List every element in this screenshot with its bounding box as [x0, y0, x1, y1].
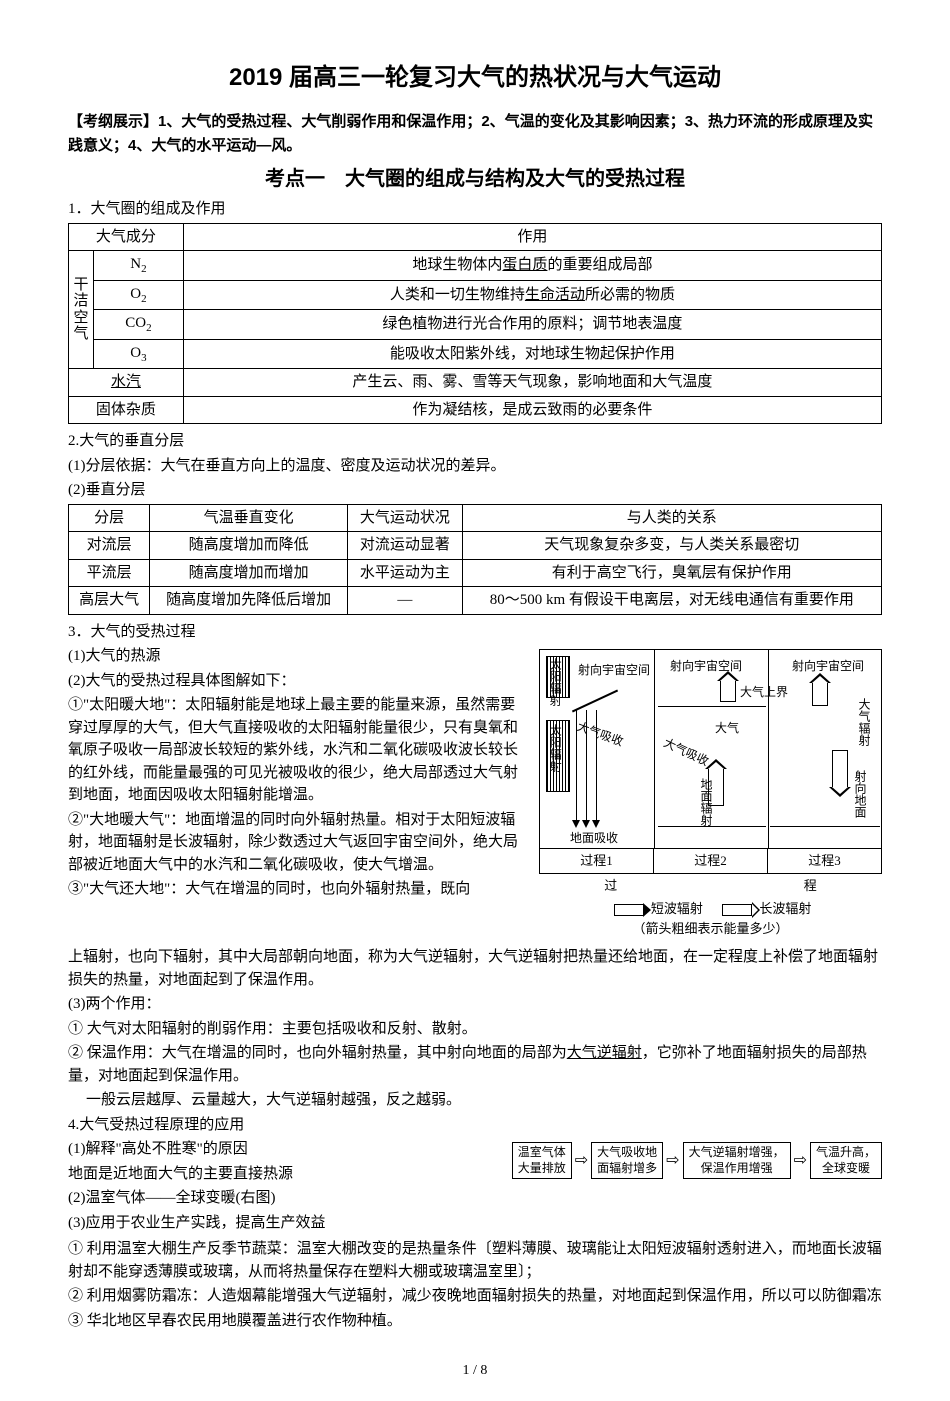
heat-process-diagram: 太阳辐射 射向宇宙空间 太阳辐射 大气吸收 地面吸收 射向宇宙空间 大气上界 大…: [539, 649, 882, 938]
t2-h1: 分层: [69, 504, 150, 532]
table1-r1-use: 地球生物体内蛋白质的重要组成局部: [183, 251, 881, 281]
table1-r6-use: 作为凝结核，是成云致雨的必要条件: [183, 396, 881, 424]
legend-long-label: 长波辐射: [759, 901, 811, 916]
table1-r5-use: 产生云、雨、雾、雪等天气现象，影响地面和大气温度: [183, 369, 881, 397]
flow-b3-text: 大气逆辐射增强，保温作用增强: [689, 1145, 785, 1175]
table1-r2-use: 人类和一切生物维持生命活动所必需的物质: [183, 280, 881, 310]
flow-box-2: 大气吸收地面辐射增多: [591, 1142, 663, 1179]
t2-r1c1: 对流层: [69, 532, 150, 560]
flow-box-1: 温室气体大量排放: [512, 1142, 572, 1179]
heading-2: 2.大气的垂直分层: [68, 430, 882, 453]
p4d: (3)应用于农业生产实践，提高生产效益: [68, 1212, 882, 1235]
page-footer: 1 / 8: [68, 1360, 882, 1381]
t2-h3: 大气运动状况: [348, 504, 463, 532]
flow-b2-text: 大气吸收地面辐射增多: [597, 1145, 657, 1175]
p3h: ① 大气对太阳辐射的削弱作用：主要包括吸收和反射、散射。: [68, 1018, 882, 1041]
composition-table: 大气成分 作用 干洁空气 N2 地球生物体内蛋白质的重要组成局部 O2 人类和一…: [68, 223, 882, 425]
table1-r4-use: 能吸收太阳紫外线，对地球生物起保护作用: [183, 339, 881, 369]
exam-outline: 【考纲展示】1、大气的受热过程、大气削弱作用和保温作用；2、气温的变化及其影响因…: [68, 110, 882, 158]
table1-r2-comp: O2: [94, 280, 184, 310]
main-title: 2019 届高三一轮复习大气的热状况与大气运动: [68, 60, 882, 96]
diagram-canvas: 太阳辐射 射向宇宙空间 太阳辐射 大气吸收 地面吸收 射向宇宙空间 大气上界 大…: [539, 649, 882, 849]
proc-guo: 过: [604, 878, 617, 893]
flow-arrow-2: ⇨: [666, 1149, 679, 1173]
table1-r6-comp: 固体杂质: [69, 396, 184, 424]
diagram-legend: 短波辐射 长波辐射: [539, 899, 882, 919]
t2-r3c2: 随高度增加先降低后增加: [150, 587, 348, 615]
proc-cheng: 程: [804, 878, 817, 893]
p4f: ② 利用烟雾防霜冻：人造烟幕能增强大气逆辐射，减少夜晚地面辐射损失的热量，对地面…: [68, 1285, 882, 1308]
table1-r3-use: 绿色植物进行光合作用的原料；调节地表温度: [183, 310, 881, 340]
diagram-legend-sub: （箭头粗细表示能量多少）: [539, 919, 882, 939]
table1-group-label: 干洁空气: [69, 251, 94, 369]
proc3-label: 过程3: [768, 849, 881, 873]
p4e: ① 利用温室大棚生产反季节蔬菜：温室大棚改变的是热量条件〔塑料薄膜、玻璃能让太阳…: [68, 1238, 882, 1283]
hollow-arrow-icon: [722, 904, 752, 916]
t2-r3c4: 80～500 km 有假设干电离层，对无线电通信有重要作用: [462, 587, 881, 615]
table1-head-comp: 大气成分: [69, 223, 184, 251]
heading-1: 1．大气圈的组成及作用: [68, 198, 882, 221]
document-page: 2019 届高三一轮复习大气的热状况与大气运动 【考纲展示】1、大气的受热过程、…: [0, 0, 950, 1401]
p4c: (2)温室气体——全球变暖(右图): [68, 1187, 882, 1210]
p2c: (2)垂直分层: [68, 479, 882, 502]
flow-box-3: 大气逆辐射增强，保温作用增强: [683, 1142, 791, 1179]
p3f: 上辐射，也向下辐射，其中大局部朝向地面，称为大气逆辐射，大气逆辐射把热量还给地面…: [68, 946, 882, 991]
table1-r3-comp: CO2: [94, 310, 184, 340]
table1-r1-comp: N2: [94, 251, 184, 281]
diagram-process-span: 过 程: [539, 876, 882, 896]
t2-r2c3: 水平运动为主: [348, 559, 463, 587]
flow-box-4: 气温升高，全球变暖: [810, 1142, 882, 1179]
proc1-label: 过程1: [540, 849, 654, 873]
t2-r3c3: —: [348, 587, 463, 615]
p2b: (1)分层依据：大气在垂直方向上的温度、密度及运动状况的差异。: [68, 455, 882, 478]
t2-h2: 气温垂直变化: [150, 504, 348, 532]
p3j: 一般云层越厚、云量越大，大气逆辐射越强，反之越弱。: [68, 1089, 882, 1112]
t2-r1c2: 随高度增加而降低: [150, 532, 348, 560]
p3i-u: 大气逆辐射: [567, 1045, 642, 1061]
p3i-a: ② 保温作用：大气在增温的同时，也向外辐射热量，其中射向地面的局部为: [68, 1045, 567, 1061]
layers-table: 分层 气温垂直变化 大气运动状况 与人类的关系 对流层 随高度增加而降低 对流运…: [68, 504, 882, 615]
solid-arrow-icon: [614, 904, 644, 916]
t2-r2c1: 平流层: [69, 559, 150, 587]
flow-b4-text: 气温升高，全球变暖: [816, 1145, 876, 1175]
t2-r1c4: 天气现象复杂多变，与人类关系最密切: [462, 532, 881, 560]
t2-r1c3: 对流运动显著: [348, 532, 463, 560]
greenhouse-flowchart: 温室气体大量排放 ⇨ 大气吸收地面辐射增多 ⇨ 大气逆辐射增强，保温作用增强 ⇨…: [512, 1142, 882, 1179]
flow-arrow-3: ⇨: [794, 1149, 807, 1173]
p3i: ② 保温作用：大气在增温的同时，也向外辐射热量，其中射向地面的局部为大气逆辐射，…: [68, 1042, 882, 1087]
t2-h4: 与人类的关系: [462, 504, 881, 532]
table1-r4-comp: O3: [94, 339, 184, 369]
heading-4: 4.大气受热过程原理的应用: [68, 1114, 882, 1137]
t2-r3c1: 高层大气: [69, 587, 150, 615]
p3g: (3)两个作用：: [68, 993, 882, 1016]
flow-arrow-1: ⇨: [575, 1149, 588, 1173]
table1-head-use: 作用: [183, 223, 881, 251]
t2-r2c4: 有利于高空飞行，臭氧层有保护作用: [462, 559, 881, 587]
diagram-process-row: 过程1 过程2 过程3: [539, 849, 882, 874]
t2-r2c2: 随高度增加而增加: [150, 559, 348, 587]
section-1-title: 考点一 大气圈的组成与结构及大气的受热过程: [68, 164, 882, 194]
legend-short-label: 短波辐射: [651, 901, 703, 916]
heading-3: 3．大气的受热过程: [68, 621, 882, 644]
p4g: ③ 华北地区早春农民用地膜覆盖进行农作物种植。: [68, 1310, 882, 1333]
flow-b1-text: 温室气体大量排放: [518, 1145, 566, 1175]
table1-r5-comp: 水汽: [69, 369, 184, 397]
proc2-label: 过程2: [654, 849, 768, 873]
